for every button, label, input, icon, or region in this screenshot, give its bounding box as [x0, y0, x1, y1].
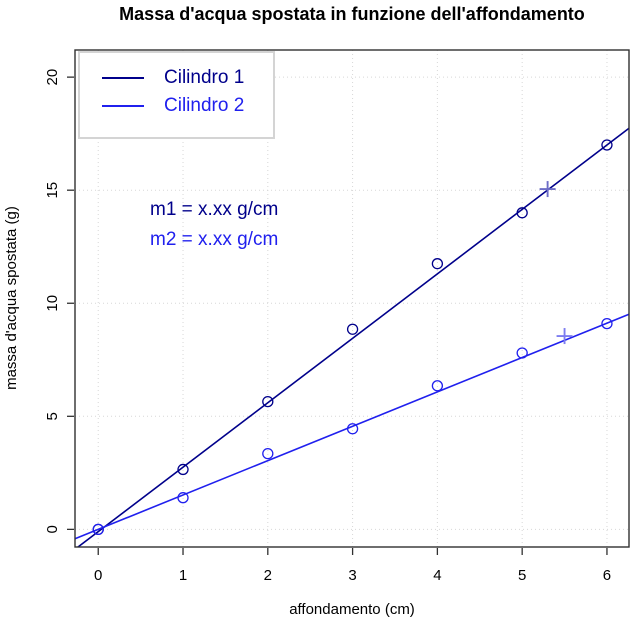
- legend-item-cilindro-2: Cilindro 2: [80, 92, 273, 120]
- annotation-m2: m2 = x.xx g/cm: [150, 229, 279, 250]
- fit-line: [75, 313, 629, 540]
- y-tick-label: 10: [44, 295, 61, 312]
- data-point: [431, 258, 444, 270]
- data-point: [262, 395, 274, 408]
- x-tick-label: 0: [94, 567, 102, 584]
- data-point: [346, 323, 359, 335]
- data-point: [601, 139, 613, 151]
- y-tick-label: 20: [44, 69, 61, 86]
- legend-label: Cilindro 1: [164, 67, 245, 88]
- y-axis-label: massa d'acqua spostata (g): [3, 206, 20, 390]
- x-tick-label: 5: [518, 567, 526, 584]
- data-point: [92, 523, 104, 536]
- data-point: [262, 447, 274, 460]
- chart-title: Massa d'acqua spostata in funzione dell'…: [119, 4, 585, 24]
- data-point: [346, 423, 359, 435]
- legend-label: Cilindro 2: [164, 95, 245, 116]
- data-point: [516, 207, 528, 219]
- data-point: [177, 463, 189, 476]
- data-point: [177, 492, 189, 504]
- y-tick-label: 15: [44, 182, 61, 199]
- x-tick-label: 3: [348, 567, 356, 584]
- x-tick-label: 2: [264, 567, 272, 584]
- data-point: [601, 317, 613, 330]
- y-tick-label: 0: [44, 525, 61, 533]
- legend-line-swatch: [102, 105, 144, 107]
- y-tick-label: 5: [44, 412, 61, 420]
- annotation-m1: m1 = x.xx g/cm: [150, 199, 279, 220]
- plot-border: [74, 49, 630, 548]
- legend-item-cilindro-1: Cilindro 1: [80, 64, 273, 92]
- legend-line-swatch: [102, 77, 144, 79]
- x-axis-label: affondamento (cm): [289, 601, 415, 618]
- x-tick-label: 4: [433, 567, 441, 584]
- legend: Cilindro 1 Cilindro 2: [78, 51, 275, 139]
- x-tick-label: 1: [179, 567, 187, 584]
- data-point: [431, 380, 444, 392]
- data-point: [516, 347, 528, 359]
- x-tick-label: 6: [603, 567, 611, 584]
- fit-line: [76, 127, 629, 547]
